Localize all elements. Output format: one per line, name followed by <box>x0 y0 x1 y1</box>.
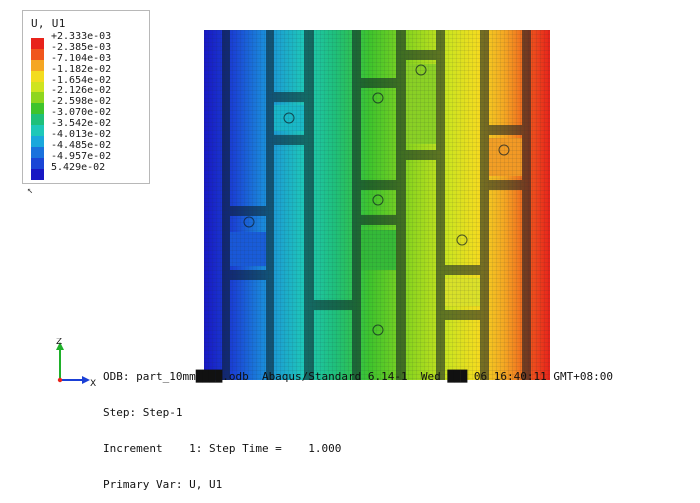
legend-value-label: -7.104e-03 <box>51 52 112 64</box>
viewport-info-block: ODB: part_10mm████.odb Abaqus/Standard 6… <box>103 347 613 503</box>
mouse-cursor-icon: ↖ <box>27 185 34 196</box>
legend-value-label: -1.182e-02 <box>51 63 112 75</box>
legend-swatch <box>31 92 44 104</box>
legend-swatch <box>31 125 44 137</box>
legend-value-label: -4.013e-02 <box>51 129 112 141</box>
legend-value-label: -2.385e-03 <box>51 41 112 53</box>
triad-z-label: Z <box>56 338 62 347</box>
legend-swatch <box>31 103 44 115</box>
legend-value-label: 5.429e-02 <box>51 161 106 173</box>
legend-value-label: -2.126e-02 <box>51 85 112 97</box>
legend-swatch <box>31 136 44 147</box>
legend-value-label: -4.957e-02 <box>51 150 112 162</box>
contour-viewport[interactable] <box>204 30 550 380</box>
legend-value-label: -2.598e-02 <box>51 96 112 108</box>
legend-panel: U, U1 +2.333e-03 -2.385e-03 -7.104e-03 -1.1… <box>22 10 150 184</box>
legend-swatch <box>31 38 44 49</box>
legend-swatch <box>31 146 44 158</box>
legend-swatch <box>31 59 44 71</box>
step-info-line: Step: Step-1 <box>103 406 183 419</box>
legend-swatch <box>31 114 44 126</box>
legend-swatch <box>31 48 44 60</box>
legend-color-scale <box>31 38 44 180</box>
legend-value-labels: +2.333e-03 -2.385e-03 -7.104e-03 -1.182e-02… <box>51 31 112 174</box>
legend-value-label: -1.654e-02 <box>51 74 112 86</box>
coordinate-triad: Z X <box>56 338 96 388</box>
legend-swatch <box>31 168 44 180</box>
node-markers <box>243 64 510 336</box>
legend-swatch <box>31 157 44 169</box>
legend-title: U, U1 <box>31 17 66 30</box>
legend-value-label: -3.070e-02 <box>51 107 112 119</box>
legend-value-label: -4.485e-02 <box>51 139 112 151</box>
triad-x-label: X <box>90 379 96 388</box>
primary-var-line: Primary Var: U, U1 <box>103 478 223 491</box>
increment-info-line: Increment 1: Step Time = 1.000 <box>103 442 342 455</box>
legend-value-label: +2.333e-03 <box>51 31 112 42</box>
legend-swatch <box>31 70 44 82</box>
legend-swatch <box>31 81 44 93</box>
odb-info-line: ODB: part_10mm████.odb Abaqus/Standard 6… <box>103 370 613 383</box>
legend-value-label: -3.542e-02 <box>51 118 112 130</box>
